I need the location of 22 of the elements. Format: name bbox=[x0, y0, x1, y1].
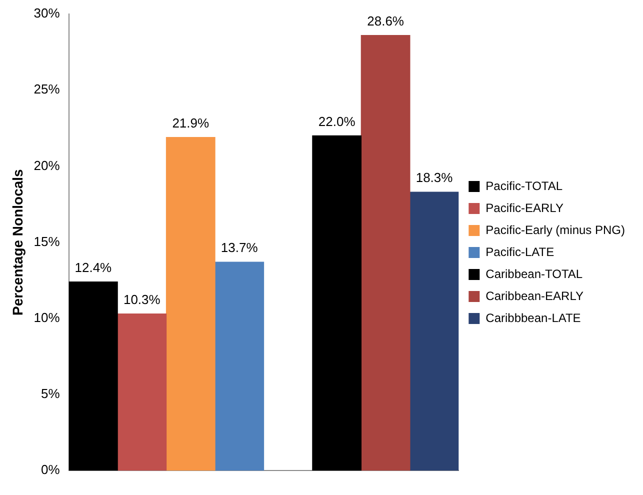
legend-label: Pacific-LATE bbox=[486, 244, 554, 259]
legend-label: Pacific-TOTAL bbox=[486, 178, 563, 193]
legend-label: Caribbean-TOTAL bbox=[486, 266, 583, 281]
y-tick-label: 30% bbox=[34, 6, 60, 21]
data-label: 28.6% bbox=[367, 13, 404, 28]
data-label: 18.3% bbox=[416, 170, 454, 186]
legend-label: Pacific-EARLY bbox=[486, 200, 564, 215]
data-label: 22.0% bbox=[318, 114, 356, 129]
y-tick-label: 20% bbox=[34, 158, 60, 173]
y-tick-label: 15% bbox=[34, 234, 60, 249]
data-label: 10.3% bbox=[123, 292, 161, 307]
y-tick-label: 5% bbox=[41, 386, 60, 402]
legend-label: Pacific-Early (minus PNG) bbox=[486, 222, 626, 237]
data-label: 21.9% bbox=[172, 115, 210, 130]
data-label: 12.4% bbox=[74, 260, 112, 275]
y-tick-label: 0% bbox=[41, 462, 60, 478]
y-tick-label: 10% bbox=[34, 310, 60, 325]
y-axis-title: Percentage Nonlocals bbox=[9, 168, 26, 316]
data-label: 13.7% bbox=[220, 240, 258, 256]
y-tick-label: 25% bbox=[34, 82, 60, 97]
legend-label: Caribbbean-LATE bbox=[486, 310, 581, 325]
legend-label: Caribbean-EARLY bbox=[486, 288, 584, 303]
